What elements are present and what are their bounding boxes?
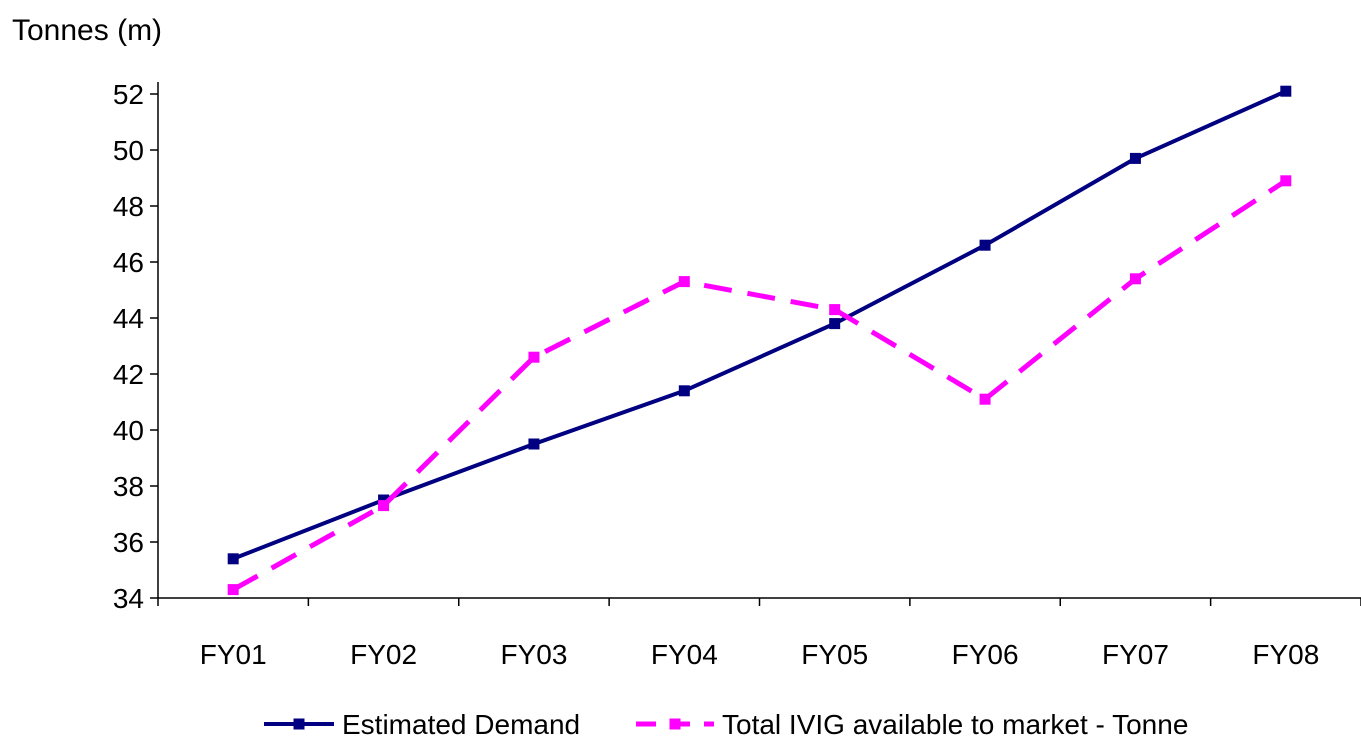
legend-swatch-marker <box>669 718 681 730</box>
y-tick-label: 46 <box>113 247 144 278</box>
legend-item-1: Estimated Demand <box>264 709 580 740</box>
legend-swatch-marker <box>293 718 305 730</box>
data-point <box>678 276 690 288</box>
y-tick-label: 50 <box>113 135 144 166</box>
y-tick-label: 40 <box>113 415 144 446</box>
data-point <box>528 351 540 363</box>
x-tick-label: FY04 <box>651 639 718 670</box>
legend-label: Estimated Demand <box>342 709 580 740</box>
axes <box>150 82 1361 606</box>
data-point <box>829 318 841 330</box>
y-tick-label: 44 <box>113 303 144 334</box>
legend: Estimated Demand Total IVIG available to … <box>264 709 1188 740</box>
x-tick-label: FY02 <box>350 639 417 670</box>
y-tick-label: 48 <box>113 191 144 222</box>
x-tick-labels: FY01 FY02 FY03 FY04 FY05 FY06 FY07 FY08 <box>200 639 1320 670</box>
y-tick-labels: 34 36 38 40 42 44 46 48 50 52 <box>113 79 144 614</box>
y-tick-label: 52 <box>113 79 144 110</box>
y-tick-label: 34 <box>113 583 144 614</box>
data-point <box>378 500 390 512</box>
x-tick-label: FY01 <box>200 639 267 670</box>
y-tick-label: 42 <box>113 359 144 390</box>
data-point <box>678 385 690 397</box>
data-point <box>979 239 991 251</box>
y-tick-label: 38 <box>113 471 144 502</box>
y-axis-title: Tonnes (m) <box>12 14 162 47</box>
data-point <box>1129 273 1141 285</box>
y-tick-label: 36 <box>113 527 144 558</box>
series-1 <box>227 85 1292 565</box>
data-point <box>528 438 540 450</box>
data-point <box>829 304 841 316</box>
x-tick-label: FY03 <box>500 639 567 670</box>
series-line <box>231 178 1288 592</box>
data-point <box>378 494 390 506</box>
series-line <box>232 89 1287 561</box>
data-point <box>227 584 239 596</box>
series-2 <box>227 175 1292 596</box>
data-point <box>979 393 991 405</box>
series-layer <box>227 85 1292 596</box>
legend-label: Total IVIG available to market - Tonne <box>722 709 1188 740</box>
x-tick-label: FY07 <box>1102 639 1169 670</box>
data-point <box>227 553 239 565</box>
x-tick-label: FY05 <box>801 639 868 670</box>
x-tick-label: FY08 <box>1252 639 1319 670</box>
data-point <box>1280 85 1292 97</box>
x-tick-label: FY06 <box>952 639 1019 670</box>
legend-item-2: Total IVIG available to market - Tonne <box>636 709 1188 740</box>
data-point <box>1129 152 1141 164</box>
data-point <box>1280 175 1292 187</box>
